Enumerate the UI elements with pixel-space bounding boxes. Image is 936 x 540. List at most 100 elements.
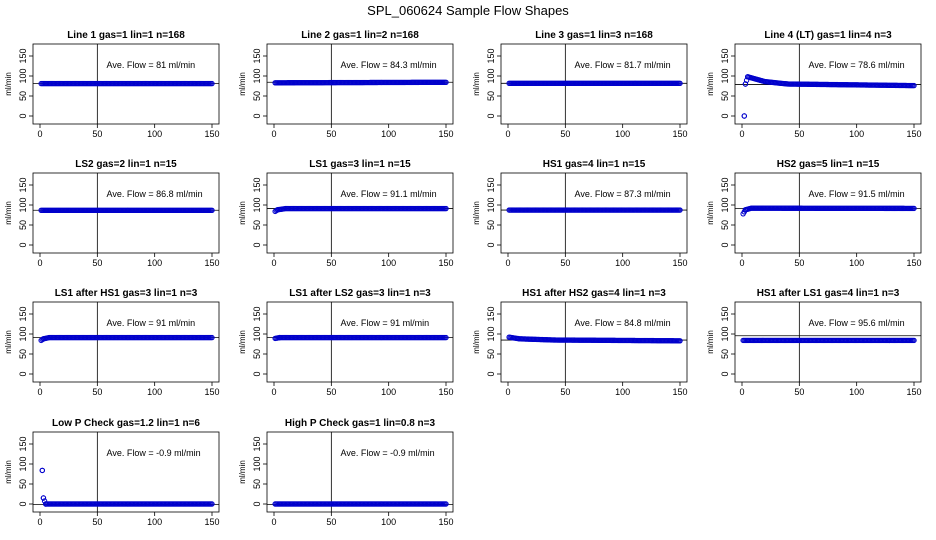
y-tick-label: 0 bbox=[18, 371, 28, 376]
average-flow-label: Ave. Flow = 91.1 ml/min bbox=[341, 189, 437, 199]
data-point bbox=[911, 337, 917, 344]
data-series bbox=[740, 337, 917, 344]
chart-panel: LS1 gas=3 lin=1 n=15 0 50 100 150 0 50 100 150 ml… bbox=[238, 159, 454, 268]
y-tick-label: 50 bbox=[18, 91, 28, 101]
chart-panel: Line 4 (LT) gas=1 lin=4 n=3 0 50 100 150 0 50 1… bbox=[706, 30, 922, 139]
y-tick-label: 100 bbox=[252, 456, 262, 471]
y-axis-label: ml/min bbox=[238, 72, 247, 96]
y-tick-label: 50 bbox=[252, 479, 262, 489]
x-tick-label: 50 bbox=[326, 258, 336, 268]
average-flow-label: Ave. Flow = 86.8 ml/min bbox=[107, 189, 203, 199]
chart-panel: HS1 gas=4 lin=1 n=15 0 50 100 150 0 50 100 150 ml… bbox=[472, 159, 688, 268]
y-tick-label: 0 bbox=[720, 242, 730, 247]
plot-frame bbox=[266, 301, 454, 383]
data-point bbox=[741, 113, 747, 119]
chart-panel: HS1 after LS1 gas=4 lin=1 n=3 0 50 100 150 0 5… bbox=[706, 288, 922, 397]
y-tick-label: 50 bbox=[486, 220, 496, 230]
y-tick-label: 150 bbox=[18, 177, 28, 192]
x-tick-label: 100 bbox=[849, 258, 864, 268]
data-series bbox=[740, 205, 917, 217]
chart-panel: LS1 after HS1 gas=3 lin=1 n=3 0 50 100 150 0 5… bbox=[4, 288, 220, 397]
y-tick-label: 100 bbox=[18, 68, 28, 83]
x-tick-label: 150 bbox=[204, 517, 219, 527]
average-flow-label: Ave. Flow = 84.3 ml/min bbox=[341, 60, 437, 70]
average-flow-label: Ave. Flow = 81.7 ml/min bbox=[575, 60, 671, 70]
panel-title: HS1 after HS2 gas=4 lin=1 n=3 bbox=[522, 288, 666, 299]
y-axis-label: ml/min bbox=[472, 201, 481, 225]
x-tick-label: 100 bbox=[147, 387, 162, 397]
x-tick-label: 50 bbox=[794, 258, 804, 268]
y-tick-label: 50 bbox=[252, 220, 262, 230]
plot-frame bbox=[500, 172, 688, 254]
x-tick-label: 0 bbox=[739, 387, 744, 397]
y-tick-label: 150 bbox=[252, 436, 262, 451]
data-point bbox=[443, 334, 449, 341]
plot-frame bbox=[266, 431, 454, 513]
x-tick-label: 50 bbox=[794, 387, 804, 397]
y-axis-label: ml/min bbox=[238, 460, 247, 484]
data-series bbox=[506, 80, 683, 87]
y-axis-label: ml/min bbox=[472, 330, 481, 354]
average-flow-label: Ave. Flow = -0.9 ml/min bbox=[341, 448, 435, 458]
data-point bbox=[443, 501, 449, 507]
x-tick-label: 0 bbox=[271, 129, 276, 139]
y-tick-label: 50 bbox=[18, 349, 28, 359]
x-tick-label: 0 bbox=[271, 517, 276, 527]
y-tick-label: 150 bbox=[18, 436, 28, 451]
panel-title: Low P Check gas=1.2 lin=1 n=6 bbox=[52, 418, 200, 429]
x-tick-label: 50 bbox=[92, 258, 102, 268]
chart-panel: High P Check gas=1 lin=0.8 n=3 0 50 100 150 0… bbox=[238, 418, 454, 527]
x-tick-label: 150 bbox=[906, 387, 921, 397]
x-tick-label: 0 bbox=[505, 387, 510, 397]
data-point bbox=[677, 207, 683, 213]
plot-frame bbox=[500, 301, 688, 383]
y-tick-label: 50 bbox=[486, 349, 496, 359]
panel-title: Line 2 gas=1 lin=2 n=168 bbox=[301, 30, 419, 41]
x-tick-label: 0 bbox=[739, 129, 744, 139]
y-tick-label: 100 bbox=[486, 68, 496, 83]
y-axis-label: ml/min bbox=[706, 72, 715, 96]
y-tick-label: 100 bbox=[252, 68, 262, 83]
y-tick-label: 0 bbox=[720, 113, 730, 118]
data-point bbox=[443, 205, 449, 212]
x-tick-label: 50 bbox=[560, 387, 570, 397]
x-tick-label: 100 bbox=[615, 129, 630, 139]
x-tick-label: 0 bbox=[37, 517, 42, 527]
average-flow-label: Ave. Flow = -0.9 ml/min bbox=[107, 448, 201, 458]
x-tick-label: 100 bbox=[381, 129, 396, 139]
average-flow-label: Ave. Flow = 81 ml/min bbox=[107, 60, 196, 70]
y-tick-label: 100 bbox=[252, 326, 262, 341]
y-tick-label: 0 bbox=[18, 242, 28, 247]
data-point bbox=[40, 495, 47, 501]
y-tick-label: 100 bbox=[720, 326, 730, 341]
data-series bbox=[272, 334, 449, 342]
panel-title: HS2 gas=5 lin=1 n=15 bbox=[777, 159, 880, 170]
x-tick-label: 0 bbox=[739, 258, 744, 268]
data-point bbox=[209, 334, 215, 341]
data-series bbox=[272, 205, 449, 215]
data-series bbox=[741, 74, 917, 119]
x-tick-label: 150 bbox=[672, 129, 687, 139]
x-tick-label: 100 bbox=[147, 129, 162, 139]
average-flow-label: Ave. Flow = 91 ml/min bbox=[341, 318, 430, 328]
data-series bbox=[506, 334, 683, 344]
x-tick-label: 50 bbox=[560, 258, 570, 268]
x-tick-label: 100 bbox=[381, 387, 396, 397]
y-tick-label: 0 bbox=[486, 242, 496, 247]
x-tick-label: 100 bbox=[381, 517, 396, 527]
plot-frame bbox=[734, 172, 922, 254]
panel-title: LS1 after LS2 gas=3 lin=1 n=3 bbox=[289, 288, 431, 299]
panel-title: HS1 gas=4 lin=1 n=15 bbox=[543, 159, 646, 170]
x-tick-label: 150 bbox=[438, 517, 453, 527]
x-tick-label: 50 bbox=[794, 129, 804, 139]
x-tick-label: 50 bbox=[92, 129, 102, 139]
plot-frame bbox=[32, 172, 220, 254]
y-tick-label: 0 bbox=[486, 371, 496, 376]
x-tick-label: 100 bbox=[615, 387, 630, 397]
y-tick-label: 100 bbox=[486, 326, 496, 341]
y-tick-label: 0 bbox=[252, 501, 262, 506]
y-axis-label: ml/min bbox=[4, 201, 13, 225]
plot-frame bbox=[734, 301, 922, 383]
average-flow-label: Ave. Flow = 91.5 ml/min bbox=[809, 189, 905, 199]
y-tick-label: 0 bbox=[486, 113, 496, 118]
